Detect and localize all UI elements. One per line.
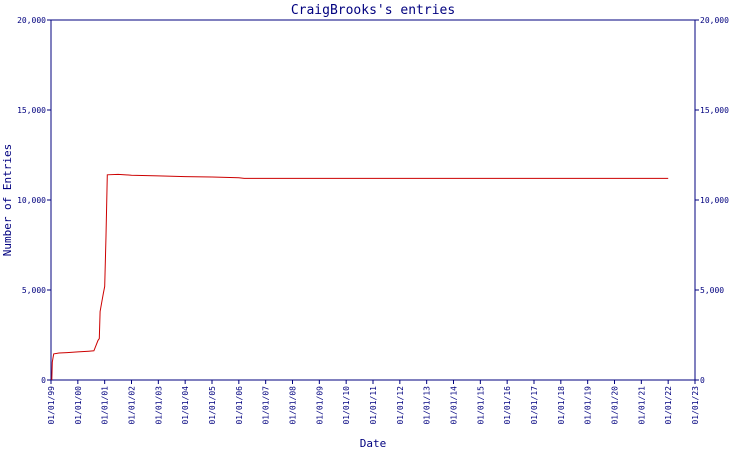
x-tick-label: 01/01/00: [74, 386, 83, 425]
x-tick-label: 01/01/12: [396, 386, 405, 425]
x-tick-label: 01/01/19: [584, 386, 593, 425]
x-tick-label: 01/01/07: [262, 386, 271, 425]
chart-title: CraigBrooks's entries: [291, 3, 455, 18]
x-tick-label: 01/01/05: [208, 386, 217, 425]
x-tick-label: 01/01/17: [530, 386, 539, 425]
y-axis-right: 0 5,000 10,000 15,000 20,000: [695, 16, 729, 385]
x-tick-label: 01/01/16: [503, 386, 512, 425]
plot-area: [50, 19, 696, 381]
x-tick-label: 01/01/15: [476, 386, 485, 425]
x-tick-label: 01/01/08: [289, 386, 298, 425]
x-tick-label: 01/01/06: [235, 386, 244, 425]
x-tick-label: 01/01/13: [423, 386, 432, 425]
y-tick-label-left: 10,000: [17, 196, 46, 205]
x-tick-label: 01/01/20: [611, 386, 620, 425]
x-tick-label: 01/01/09: [315, 386, 324, 425]
series-line: [51, 173, 669, 381]
y-tick-label-right: 0: [700, 376, 705, 385]
x-tick-label: 01/01/04: [181, 386, 190, 425]
y-tick-label-right: 5,000: [700, 286, 724, 295]
x-axis: 01/01/99 01/01/00 01/01/01 01/01/02 01/01/03…: [47, 380, 700, 425]
x-tick-label: 01/01/23: [691, 386, 700, 425]
y-tick-label-right: 10,000: [700, 196, 729, 205]
x-tick-label: 01/01/10: [342, 386, 351, 425]
x-tick-label: 01/01/01: [101, 386, 110, 425]
y-axis-label: Number of Entries: [1, 144, 14, 257]
y-tick-label-right: 15,000: [700, 106, 729, 115]
y-tick-label-left: 20,000: [17, 16, 46, 25]
y-tick-label-left: 0: [41, 376, 46, 385]
y-axis-left: 0 5,000 10,000 15,000 20,000: [17, 16, 51, 385]
y-tick-label-right: 20,000: [700, 16, 729, 25]
x-tick-label: 01/01/11: [369, 386, 378, 425]
y-tick-label-left: 5,000: [22, 286, 46, 295]
x-tick-label: 01/01/18: [557, 386, 566, 425]
x-tick-label: 01/01/14: [450, 386, 459, 425]
x-axis-label: Date: [360, 437, 387, 450]
x-tick-label: 01/01/22: [664, 386, 673, 425]
y-tick-label-left: 15,000: [17, 106, 46, 115]
x-tick-label: 01/01/02: [128, 386, 137, 425]
x-tick-label: 01/01/99: [47, 386, 56, 425]
x-tick-label: 01/01/21: [637, 386, 646, 425]
x-tick-label: 01/01/03: [154, 386, 163, 425]
